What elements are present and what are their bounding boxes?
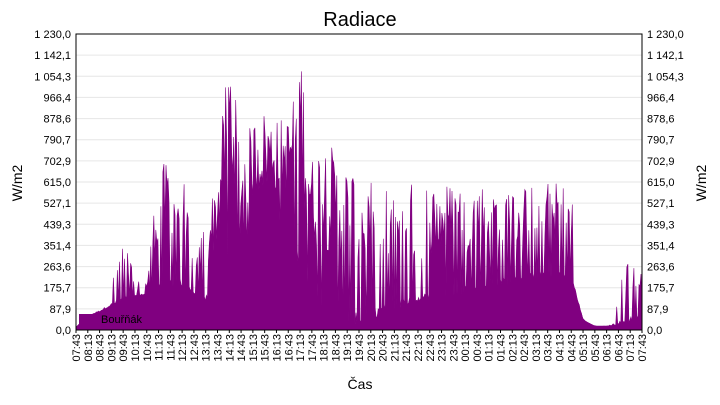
x-tick-label: 17:43	[307, 334, 319, 362]
y-tick-label-right: 1 054,3	[647, 71, 684, 83]
y-tick-label-left: 527,1	[43, 198, 71, 210]
y-tick-label-right: 878,6	[647, 114, 675, 126]
y-tick-label-left: 439,3	[43, 219, 71, 231]
y-tick-label-left: 351,4	[43, 240, 71, 252]
x-tick-label: 20:43	[378, 334, 390, 362]
x-tick-label: 21:43	[401, 334, 413, 362]
x-tick-label: 00:13	[460, 334, 472, 362]
series-bournak-area	[75, 71, 643, 331]
y-tick-label-left: 1 054,3	[34, 71, 71, 83]
x-tick-label: 02:13	[507, 334, 519, 362]
x-tick-label: 03:43	[543, 334, 555, 362]
y-tick-label-right: 790,7	[647, 135, 675, 147]
y-tick-label-right: 966,4	[647, 92, 675, 104]
x-tick-label: 16:13	[271, 334, 283, 362]
y-tick-label-left: 263,6	[43, 262, 71, 274]
x-axis-label: Čas	[348, 376, 373, 392]
y-tick-label-left: 87,9	[50, 304, 71, 316]
y-tick-label-left: 702,9	[43, 156, 71, 168]
x-tick-label: 08:43	[95, 334, 107, 362]
y-tick-label-left: 878,6	[43, 114, 71, 126]
y-axis-label-right: W/m2	[693, 165, 709, 202]
x-tick-label: 23:13	[437, 334, 449, 362]
y-tick-label-right: 1 142,1	[647, 50, 684, 62]
y-tick-label-right: 351,4	[647, 240, 675, 252]
y-tick-label-right: 263,6	[647, 262, 675, 274]
x-tick-label: 19:13	[342, 334, 354, 362]
y-axis-label-left: W/m2	[9, 165, 25, 202]
x-tick-label: 23:43	[448, 334, 460, 362]
x-tick-label: 00:43	[472, 334, 484, 362]
x-tick-label: 21:13	[389, 334, 401, 362]
x-tick-label: 11:43	[165, 334, 177, 361]
y-tick-label-left: 1 230,0	[34, 29, 71, 41]
y-tick-label-left: 615,0	[43, 177, 71, 189]
x-tick-label: 10:13	[130, 334, 142, 362]
y-tick-label-right: 702,9	[647, 156, 675, 168]
x-ticks: 07:43 08:13 08:43 09:13 09:43 10:13 10:43 11:13…	[71, 330, 649, 362]
x-tick-label: 06:13	[602, 334, 614, 362]
x-tick-label: 01:43	[496, 334, 508, 362]
x-tick-label: 22:13	[413, 334, 425, 362]
x-tick-label: 03:13	[531, 334, 543, 362]
x-tick-label: 01:13	[484, 334, 496, 362]
x-tick-label: 05:43	[590, 334, 602, 362]
x-tick-label: 14:13	[224, 334, 236, 362]
y-ticks-left: 0,0 87,9 175,7 263,6 351,4 439,3 527,1 615,0 702…	[34, 29, 71, 337]
y-tick-label-left: 0,0	[56, 325, 71, 337]
x-tick-label: 11:13	[154, 334, 166, 361]
x-tick-label: 19:43	[354, 334, 366, 362]
x-tick-label: 12:43	[189, 334, 201, 362]
x-tick-label: 18:13	[319, 334, 331, 362]
x-tick-label: 22:43	[425, 334, 437, 362]
x-tick-label: 05:13	[578, 334, 590, 362]
x-tick-label: 10:43	[142, 334, 154, 362]
x-tick-label: 04:13	[554, 334, 566, 362]
y-tick-label-left: 175,7	[43, 283, 71, 295]
x-tick-label: 13:13	[201, 334, 213, 362]
x-tick-label: 12:13	[177, 334, 189, 362]
x-tick-label: 07:43	[637, 334, 649, 362]
y-tick-label-right: 1 230,0	[647, 29, 684, 41]
y-tick-label-right: 615,0	[647, 177, 675, 189]
chart-title: Radiace	[323, 9, 396, 31]
x-tick-label: 07:43	[71, 334, 83, 362]
y-tick-label-right: 439,3	[647, 219, 675, 231]
x-tick-label: 08:13	[83, 334, 95, 362]
x-tick-label: 17:13	[295, 334, 307, 362]
x-tick-label: 15:43	[260, 334, 272, 362]
x-tick-label: 18:43	[330, 334, 342, 362]
y-tick-label-left: 966,4	[43, 92, 71, 104]
x-tick-label: 13:43	[213, 334, 225, 362]
legend-label: Bouřňák	[101, 314, 142, 326]
x-tick-label: 06:43	[613, 334, 625, 362]
x-tick-label: 02:43	[519, 334, 531, 362]
x-tick-label: 15:13	[248, 334, 260, 362]
x-tick-label: 07:13	[625, 334, 637, 362]
x-tick-label: 09:43	[118, 334, 130, 362]
y-tick-label-right: 0,0	[647, 325, 662, 337]
y-tick-label-right: 527,1	[647, 198, 675, 210]
x-tick-label: 20:13	[366, 334, 378, 362]
series-bournak-baseline	[75, 233, 643, 329]
x-tick-label: 16:43	[283, 334, 295, 362]
series-area	[75, 71, 643, 331]
y-tick-label-right: 87,9	[647, 304, 668, 316]
y-tick-label-left: 790,7	[43, 135, 71, 147]
legend-swatch	[79, 314, 93, 324]
x-tick-label: 09:13	[106, 334, 118, 362]
legend: Bouřňák	[79, 314, 142, 326]
x-tick-label: 04:43	[566, 334, 578, 362]
x-tick-label: 14:43	[236, 334, 248, 362]
y-tick-label-left: 1 142,1	[34, 50, 71, 62]
y-tick-label-right: 175,7	[647, 283, 675, 295]
y-ticks-right: 0,0 87,9 175,7 263,6 351,4 439,3 527,1 615,0 702…	[647, 29, 684, 337]
